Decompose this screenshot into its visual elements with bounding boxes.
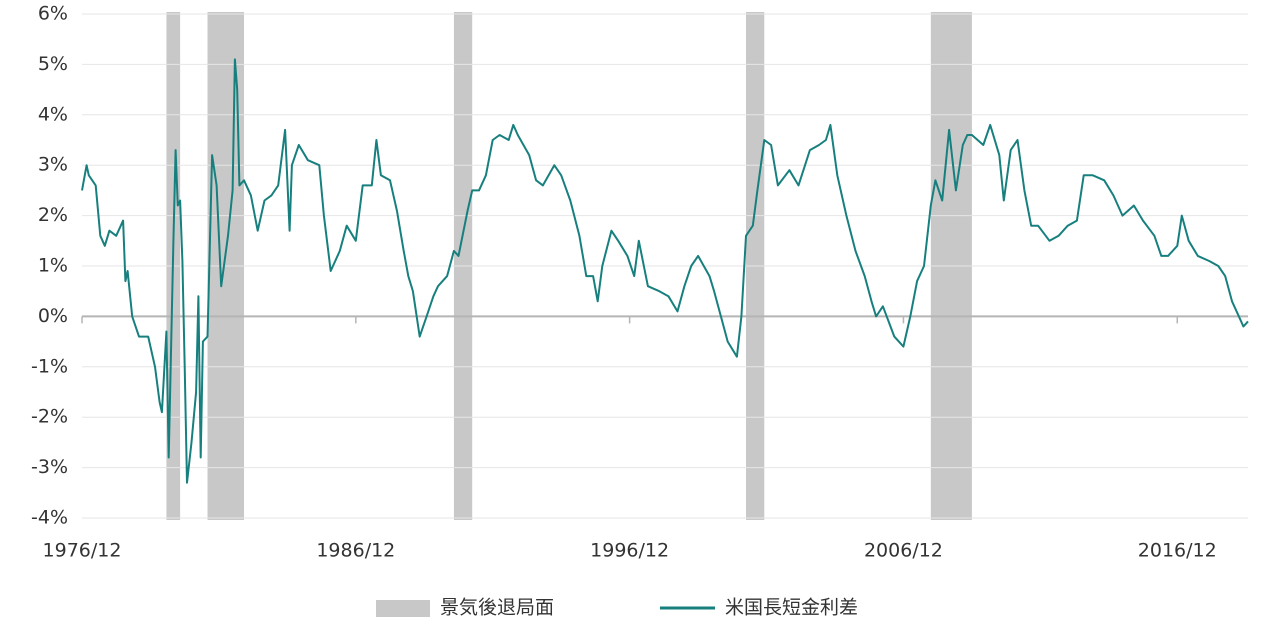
x-tick-label: 1996/12	[590, 540, 669, 562]
spread-line	[81, 58, 1249, 484]
y-tick-label: 3%	[38, 154, 68, 176]
y-tick-label: 5%	[38, 53, 68, 75]
y-tick-label: 6%	[38, 3, 68, 25]
y-tick-label: -1%	[31, 355, 68, 377]
y-tick-label: 4%	[38, 103, 68, 125]
y-tick-label: -2%	[31, 406, 68, 428]
legend-label: 景気後退局面	[440, 597, 554, 619]
y-tick-label: 0%	[38, 305, 68, 327]
y-tick-label: -3%	[31, 456, 68, 478]
legend-label: 米国長短金利差	[725, 597, 858, 619]
y-tick-label: -4%	[31, 507, 68, 529]
legend-swatch	[376, 600, 430, 617]
y-tick-label: 2%	[38, 204, 68, 226]
y-tick-label: 1%	[38, 255, 68, 277]
x-tick-label: 2006/12	[864, 540, 943, 562]
x-tick-label: 2016/12	[1138, 540, 1217, 562]
x-tick-label: 1986/12	[316, 540, 395, 562]
x-tick-label: 1976/12	[43, 540, 122, 562]
